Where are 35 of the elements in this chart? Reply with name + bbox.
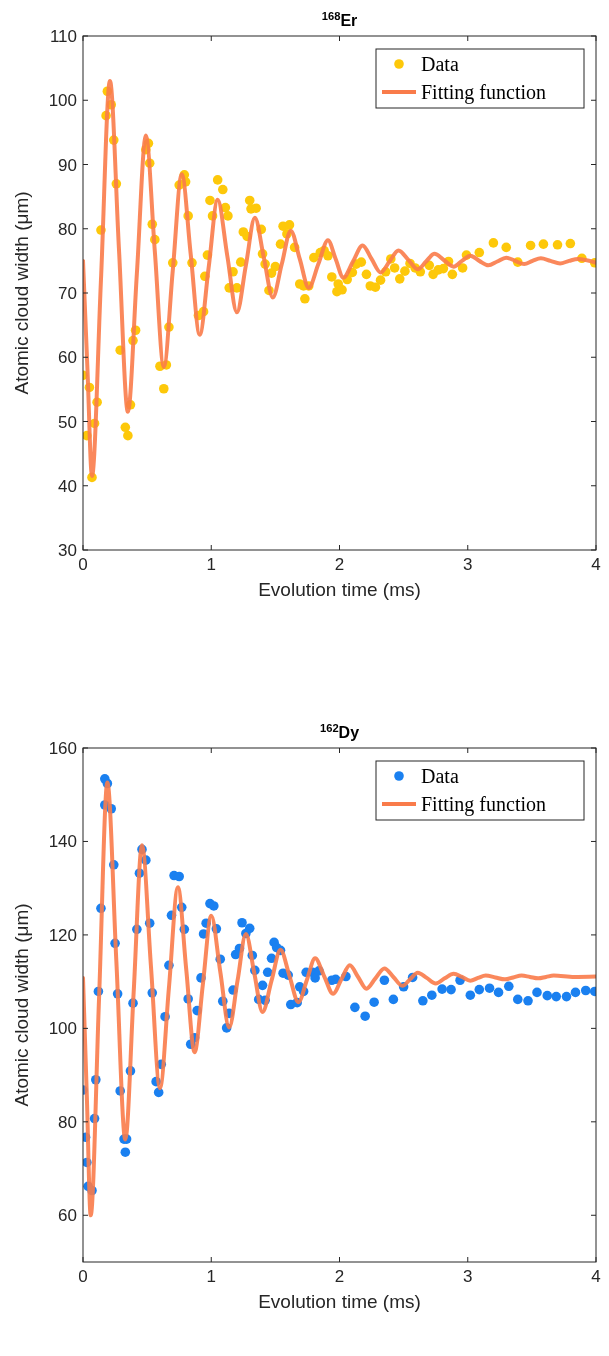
x-tick-label: 0 bbox=[78, 555, 88, 574]
x-tick-label: 1 bbox=[206, 555, 216, 574]
x-tick-label: 1 bbox=[206, 1267, 216, 1286]
x-tick-label: 0 bbox=[78, 1267, 88, 1286]
y-tick-label: 70 bbox=[58, 284, 77, 303]
y-axis-title: Atomic cloud width (μm) bbox=[11, 191, 32, 395]
y-tick-label: 60 bbox=[58, 348, 77, 368]
legend-label: Data bbox=[421, 765, 459, 787]
x-tick-label: 3 bbox=[463, 1267, 473, 1286]
y-tick-label: 80 bbox=[58, 219, 77, 239]
y-tick-label: 120 bbox=[48, 925, 77, 945]
x-tick-label: 2 bbox=[334, 555, 345, 574]
y-axis-title: Atomic cloud width (μm) bbox=[11, 903, 32, 1107]
y-tick-label: 100 bbox=[48, 1019, 77, 1039]
chart-title: $^{162}$Dy bbox=[319, 722, 360, 741]
y-tick-label: 30 bbox=[58, 541, 77, 560]
y-tick-label: 90 bbox=[58, 155, 77, 175]
x-tick-label: 4 bbox=[591, 1267, 601, 1286]
y-tick-label: 40 bbox=[58, 476, 77, 496]
y-tick-label: 140 bbox=[48, 832, 77, 852]
x-axis-title: Evolution time (ms) bbox=[258, 579, 421, 600]
legend-label: Fitting function bbox=[421, 793, 546, 816]
x-axis-title: Evolution time (ms) bbox=[258, 1291, 421, 1312]
y-tick-label: 100 bbox=[48, 91, 77, 111]
y-tick-label: 110 bbox=[49, 27, 77, 46]
y-tick-label: 80 bbox=[58, 1112, 77, 1132]
legend-label: Data bbox=[421, 53, 459, 75]
y-tick-label: 60 bbox=[58, 1206, 77, 1226]
y-tick-label: 50 bbox=[58, 412, 77, 432]
x-tick-label: 3 bbox=[463, 555, 473, 574]
legend-label: Fitting function bbox=[421, 81, 546, 104]
chart-title: $^{168}$Er bbox=[321, 10, 358, 29]
x-tick-label: 4 bbox=[591, 555, 601, 574]
x-tick-label: 2 bbox=[334, 1267, 345, 1286]
y-tick-label: 160 bbox=[48, 739, 77, 758]
